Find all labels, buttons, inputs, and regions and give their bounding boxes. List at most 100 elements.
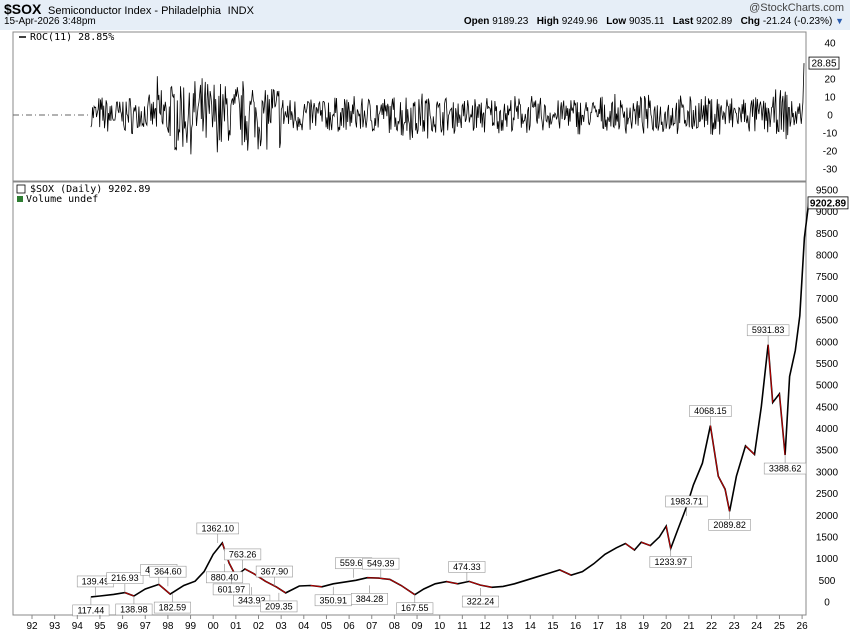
annotation-box	[260, 600, 298, 613]
roc-series-line	[90, 63, 805, 155]
x-tick-label: 08	[389, 621, 401, 632]
price-tick-label: 3000	[816, 467, 839, 478]
price-tick-label: 8500	[816, 229, 839, 240]
annotation-box	[350, 593, 388, 605]
exchange: INDX	[227, 5, 254, 17]
chart-header: $SOX Semiconductor Index - Philadelphia …	[0, 0, 850, 30]
chart-title: $SOX Semiconductor Index - Philadelphia …	[4, 1, 254, 17]
dropdown-arrow-icon[interactable]: ▼	[835, 16, 844, 26]
annotation-label: 117.44	[77, 605, 104, 615]
roc-legend-title: ROC(11) 28.85%	[30, 32, 114, 43]
chg-value: -21.24 (-0.23%)	[762, 16, 833, 27]
symbol: $SOX	[4, 1, 42, 17]
price-down-segment	[767, 344, 774, 403]
price-down-segment	[717, 475, 726, 490]
annotation-label: 209.35	[265, 601, 293, 611]
x-tick-label: 04	[298, 621, 310, 632]
price-down-segment	[745, 445, 755, 455]
annotation-box	[763, 462, 807, 475]
description: Semiconductor Index - Philadelphia	[47, 5, 222, 17]
x-tick-label: 03	[276, 621, 288, 632]
roc-last-value-box	[808, 56, 840, 70]
annotation-label: 216.93	[111, 573, 139, 583]
high-value: 9249.96	[561, 16, 598, 27]
annotation-label: 880.40	[211, 572, 239, 582]
x-tick-label: 23	[729, 621, 741, 632]
price-legend-icon	[16, 184, 26, 194]
annotation-label: 763.26	[229, 549, 257, 559]
price-tick-label: 1500	[816, 532, 839, 543]
x-tick-label: 02	[253, 621, 265, 632]
x-tick-label: 00	[208, 621, 220, 632]
annotation-label: 1233.97	[654, 557, 687, 567]
x-tick-label: 20	[661, 621, 673, 632]
price-panel: 9500900085008000750070006500600055005000…	[12, 181, 849, 617]
price-down-segment	[641, 541, 651, 547]
low-value: 9035.11	[628, 16, 665, 27]
annotation-label: 367.90	[261, 567, 289, 577]
price-tick-label: 9500	[816, 186, 839, 197]
annotation-box	[72, 604, 110, 617]
price-down-segment	[244, 568, 255, 575]
open-label: Open	[463, 16, 490, 27]
annotation-box	[206, 571, 244, 584]
annotation-box	[708, 519, 751, 531]
price-down-segment	[665, 526, 672, 549]
annotation-label: 182.59	[159, 603, 187, 613]
quote-bar: Open 9189.23 High 9249.96 Low 9035.11 La…	[464, 16, 844, 27]
price-down-segment	[724, 489, 731, 512]
annotation-box	[746, 324, 790, 337]
x-tick-label: 93	[49, 621, 61, 632]
price-down-segment	[446, 581, 458, 585]
price-tick-label: 4500	[816, 402, 839, 413]
price-tick-label: 500	[819, 576, 836, 587]
price-tick-label: 2000	[816, 511, 839, 522]
x-tick-label: 11	[457, 621, 468, 632]
roc-frame	[12, 31, 807, 182]
last-value: 9202.89	[696, 16, 733, 27]
price-last-value-box	[807, 196, 849, 210]
annotation-box	[106, 572, 144, 584]
price-down-segment	[265, 580, 277, 588]
price-tick-label: 6000	[816, 337, 839, 348]
datestamp: 15-Apr-2026 3:48pm	[4, 16, 96, 27]
annotation-box	[212, 583, 250, 596]
annotation-box	[362, 557, 400, 570]
annotation-box	[689, 405, 732, 417]
price-down-segment	[389, 579, 402, 586]
x-axis: 92 93 94 95 96 97 98 99 00 01 02 03 04 05 06 07 08 09 10 11…	[26, 615, 808, 632]
x-tick-label: 19	[638, 621, 650, 632]
x-tick-label: 06	[344, 621, 356, 632]
low-label: Low	[606, 16, 627, 27]
x-tick-label: 99	[185, 621, 197, 632]
x-tick-label: 07	[366, 621, 378, 632]
x-tick-label: 22	[706, 621, 718, 632]
annotation-label: 559.60	[340, 558, 368, 568]
price-tick-label: 5500	[816, 359, 839, 370]
volume-legend-label: Volume undef	[26, 194, 98, 205]
annotation-label: 474.33	[453, 562, 481, 572]
price-tick-label: 8000	[816, 251, 839, 262]
annotation-box	[255, 565, 293, 578]
annotation-label: 138.98	[120, 604, 148, 614]
annotation-box	[233, 594, 271, 607]
price-down-segment	[480, 584, 492, 588]
price-tick-label: 5000	[816, 381, 839, 392]
annotation-box	[649, 556, 692, 568]
roc-tick-label: -10	[823, 129, 838, 140]
price-tick-label: 6500	[816, 316, 839, 327]
price-down-segment	[400, 585, 416, 596]
price-down-segment	[625, 543, 635, 551]
annotation-box	[153, 601, 191, 614]
price-down-segment	[378, 577, 390, 580]
high-label: High	[536, 16, 559, 27]
annotation-box	[396, 602, 434, 615]
price-tick-label: 7500	[816, 272, 839, 283]
price-frame	[12, 181, 807, 616]
x-tick-label: 96	[117, 621, 129, 632]
annotation-label: 350.91	[319, 595, 347, 605]
price-down-segment	[124, 592, 135, 597]
x-tick-label: 01	[230, 621, 242, 632]
x-tick-label: 12	[479, 621, 491, 632]
